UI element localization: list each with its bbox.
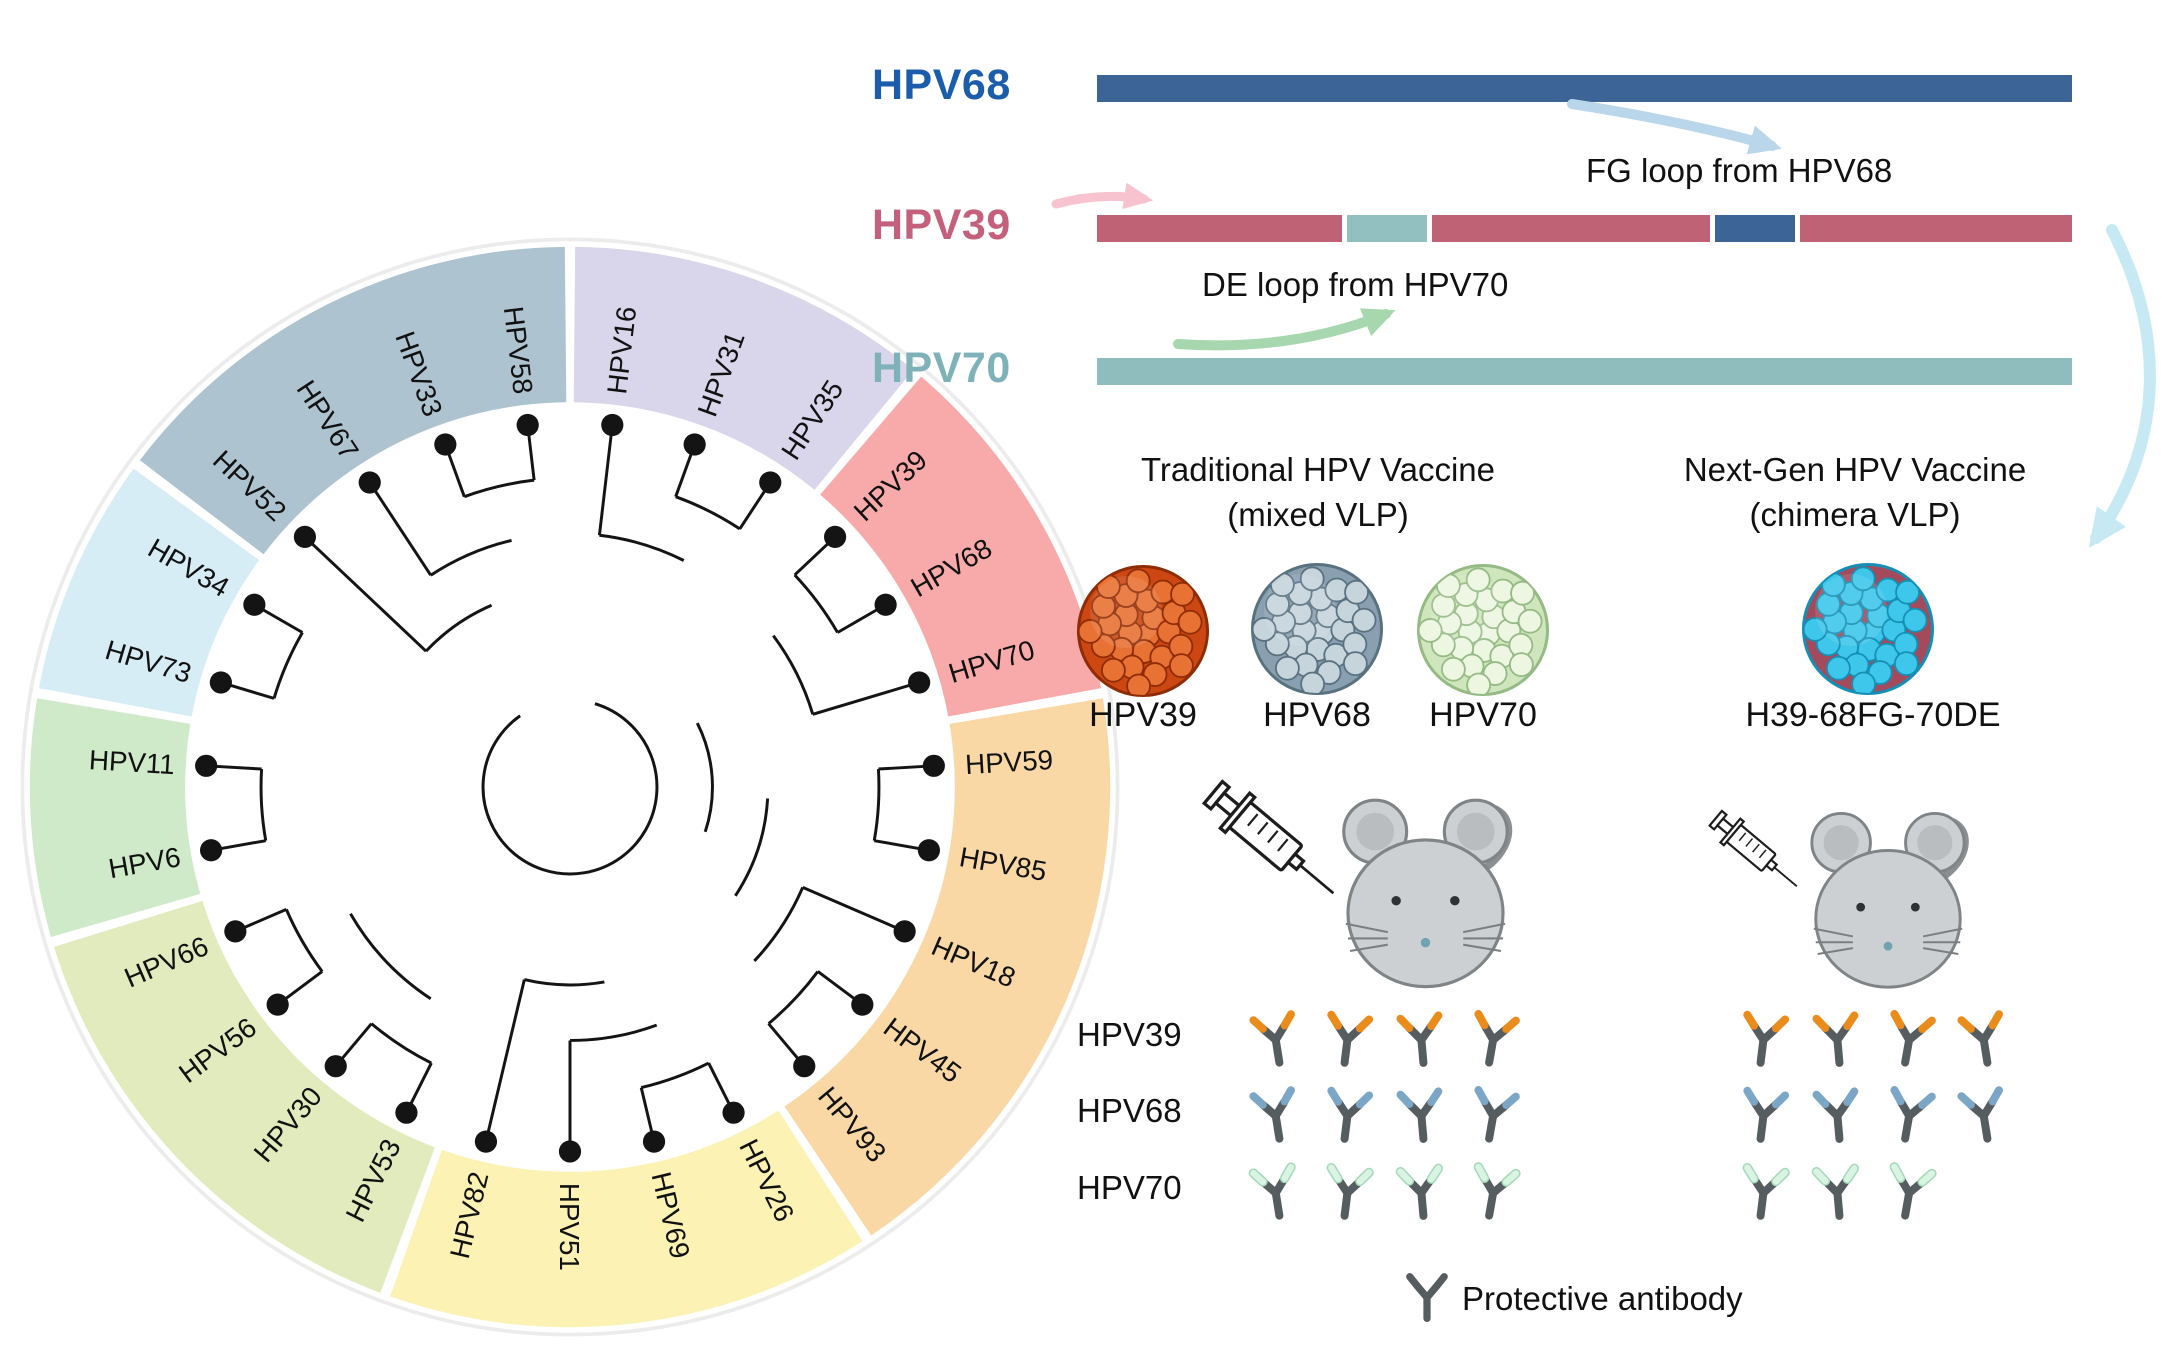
nextgen-vaccine-title: Next-Gen HPV Vaccine (chimera VLP) [1630,448,2080,537]
bar-segment [1800,215,2072,242]
vlp-hpv39-label: HPV39 [1089,696,1197,734]
antibody-row-hpv70: HPV70 [1077,1156,2027,1220]
nextgen-antibodies-hpv68 [1732,1079,2015,1143]
hpv68-construct-label: HPV68 [872,61,1011,109]
traditional-antibodies-hpv70 [1243,1156,1526,1220]
svg-text:HPV11: HPV11 [88,744,176,780]
antibody-icon [1396,1011,1443,1067]
antibody-row-label: HPV39 [1077,1016,1182,1053]
vlp-hpv68-label: HPV68 [1263,696,1371,734]
antibody-icon [1327,1086,1374,1143]
antibody-icon [1890,1085,1936,1143]
svg-text:HPV59: HPV59 [964,744,1054,780]
vlp-hpv39-image [1068,556,1218,711]
antibody-icon [1474,1085,1520,1143]
hpv39-construct-label: HPV39 [872,201,1011,249]
antibody-icon [1812,1011,1859,1067]
antibody-row-hpv39: HPV39 [1077,1003,2027,1067]
hpv39-chimera-bar [1097,215,2072,242]
antibody-icon [1249,1010,1295,1067]
nextgen-title-line1: Next-Gen HPV Vaccine [1683,451,2027,488]
antibody-icon [1812,1087,1859,1143]
nextgen-antibodies-hpv39 [1732,1003,2015,1067]
hpv70-construct-label: HPV70 [872,344,1011,392]
antibody-icon [1248,1162,1296,1220]
antibody-row-label: HPV68 [1077,1092,1182,1129]
antibody-icon [1743,1086,1790,1143]
antibody-icon [1474,1009,1520,1067]
traditional-title-line2: (mixed VLP) [1227,495,1409,533]
nextgen-title-line2: (chimera VLP) [1749,495,1961,533]
svg-text:HPV51: HPV51 [554,1183,585,1271]
antibody-row-hpv68: HPV68 [1077,1079,2027,1143]
antibody-icon [1957,1010,2003,1067]
traditional-antibodies-hpv68 [1243,1079,1526,1143]
vlp-hpv68-image [1242,554,1392,709]
phylogenetic-tree: HPV16 HPV31 HPV35HPV39HPV68HPV70HPV59HPV85… [20,237,1120,1337]
vlp-hpv70-label: HPV70 [1429,696,1537,734]
bar-segment [1715,215,1795,242]
antibody-icon [1249,1086,1295,1143]
de-loop-annotation: DE loop from HPV70 [1202,266,1509,303]
antibody-icon [1743,1010,1790,1067]
antibody-icon [1890,1009,1936,1067]
traditional-vaccine-title: Traditional HPV Vaccine (mixed VLP) [1088,448,1548,537]
vlp-hpv70-image [1408,555,1558,710]
hpv70-genome-bar [1097,358,2072,385]
bar-segment [1432,215,1710,242]
traditional-title-line1: Traditional HPV Vaccine [1141,451,1495,488]
bar-segment [1097,358,2072,385]
syringe-icon [1708,809,1798,888]
hpv68-genome-bar [1097,75,2072,102]
mouse-icon [1342,798,1513,989]
antibody-legend-label: Protective antibody [1462,1280,1743,1317]
antibody-icon [1957,1086,2003,1143]
antibody-icon [1406,1273,1448,1322]
antibody-icon [1811,1163,1860,1220]
fg-loop-annotation: FG loop from HPV68 [1586,152,1893,189]
antibody-icon [1473,1162,1521,1220]
antibody-row-label: HPV70 [1077,1169,1182,1206]
vlp-chimera-label: H39-68FG-70DE [1745,696,2001,734]
mouse-icon [1810,811,1969,989]
bar-segment [1097,75,2072,102]
antibody-icon [1742,1163,1790,1220]
nextgen-antibodies-hpv70 [1732,1156,1942,1220]
bar-segment [1097,215,1342,242]
antibody-icon [1395,1163,1444,1220]
bar-segment [1347,215,1427,242]
antibody-icon [1326,1163,1374,1220]
syringe-icon [1201,779,1335,895]
antibody-icon [1398,1264,1456,1327]
traditional-antibodies-hpv39 [1243,1003,1526,1067]
antibody-icon [1889,1162,1937,1220]
antibody-icon [1396,1087,1443,1143]
vlp-chimera-image [1793,554,1943,709]
antibody-icon [1327,1010,1374,1067]
